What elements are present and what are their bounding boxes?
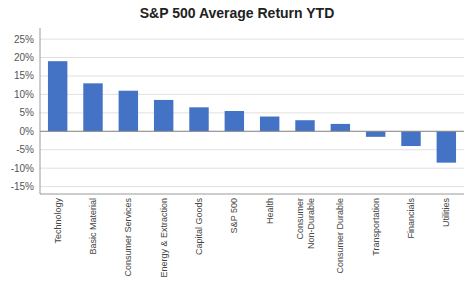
bar	[154, 100, 173, 131]
x-tick-label-line: Financials	[406, 198, 416, 239]
bar	[260, 117, 279, 132]
y-tick-label: -5%	[16, 144, 34, 155]
x-tick-label-line: Consumer Services	[123, 198, 133, 277]
y-tick-label: 10%	[14, 89, 34, 100]
x-tick-label-group: Utilities	[441, 198, 451, 228]
x-tick-label-line: Basic Material	[88, 198, 98, 255]
x-tick-label: Technology	[53, 198, 63, 244]
x-tick-label: Energy & Extraction	[159, 198, 169, 278]
grid	[40, 39, 464, 187]
x-tick-label-group: Energy & Extraction	[159, 198, 169, 278]
grid-line	[40, 39, 464, 40]
bar	[83, 83, 102, 131]
chart-container: S&P 500 Average Return YTD -15% -10% -5% 0% 5…	[0, 0, 474, 298]
x-tick-label: Financials	[406, 198, 416, 239]
x-tick-label-line: Non-Durable	[306, 198, 316, 249]
x-tick-label: S&P 500	[229, 198, 239, 233]
y-tick-label: -15%	[11, 181, 34, 192]
grid-line	[40, 186, 464, 187]
x-tick-label-group: Health	[265, 198, 275, 224]
x-tick-label-group: Consumer Durable	[335, 198, 345, 274]
bar	[295, 120, 314, 131]
grid-line	[40, 94, 464, 95]
grid-line	[40, 112, 464, 113]
x-tick-label-line: Consumer Durable	[335, 198, 345, 274]
bar	[331, 124, 350, 131]
x-tick-label: Capital Goods	[194, 198, 204, 256]
y-tick-label: 25%	[14, 34, 34, 45]
x-tick-label: ConsumerNon-Durable	[295, 198, 316, 249]
bar	[401, 131, 420, 146]
grid-line	[40, 149, 464, 150]
bar	[437, 131, 456, 162]
x-tick-label-line: Transportation	[371, 198, 381, 256]
x-tick-label-line: Energy & Extraction	[159, 198, 169, 278]
bar	[366, 131, 385, 137]
bars	[48, 61, 456, 162]
x-tick-label-group: Capital Goods	[194, 198, 204, 256]
x-tick-label-line: S&P 500	[229, 198, 239, 233]
x-tick-label: Consumer Services	[123, 198, 133, 277]
y-tick-label: -10%	[11, 163, 34, 174]
x-tick-label-group: Consumer Services	[123, 198, 133, 277]
grid-line	[40, 131, 464, 132]
x-tick-label: Utilities	[441, 198, 451, 228]
x-tick-label-line: Utilities	[441, 198, 451, 228]
bar	[119, 91, 138, 132]
x-tick-label-line: Health	[265, 198, 275, 224]
x-tick-label: Health	[265, 198, 275, 224]
y-tick-label: 20%	[14, 52, 34, 63]
zero-line	[40, 131, 464, 132]
bar	[225, 111, 244, 131]
x-tick-label: Basic Material	[88, 198, 98, 255]
x-tick-label-group: Financials	[406, 198, 416, 239]
x-tick-label-line: Consumer	[295, 198, 305, 240]
x-tick-label-group: Technology	[53, 198, 63, 244]
chart-title: S&P 500 Average Return YTD	[140, 5, 335, 21]
y-tick-label: 0%	[20, 126, 35, 137]
x-tick-label: Transportation	[371, 198, 381, 256]
x-tick-label-group: S&P 500	[229, 198, 239, 233]
x-tick-label-group: ConsumerNon-Durable	[295, 198, 316, 249]
x-tick-label-line: Technology	[53, 198, 63, 244]
grid-line	[40, 75, 464, 76]
grid-line	[40, 168, 464, 169]
bar	[48, 61, 67, 131]
bar	[189, 107, 208, 131]
y-axis-line	[40, 28, 41, 194]
x-tick-label: Consumer Durable	[335, 198, 345, 274]
y-tick-label: 15%	[14, 70, 34, 81]
x-axis-line	[40, 194, 464, 195]
chart-svg: S&P 500 Average Return YTD -15% -10% -5% 0% 5…	[0, 0, 474, 298]
grid-line	[40, 57, 464, 58]
x-tick-label-line: Capital Goods	[194, 198, 204, 256]
y-tick-label: 5%	[20, 107, 35, 118]
x-tick-label-group: Transportation	[371, 198, 381, 256]
x-tick-label-group: Basic Material	[88, 198, 98, 255]
